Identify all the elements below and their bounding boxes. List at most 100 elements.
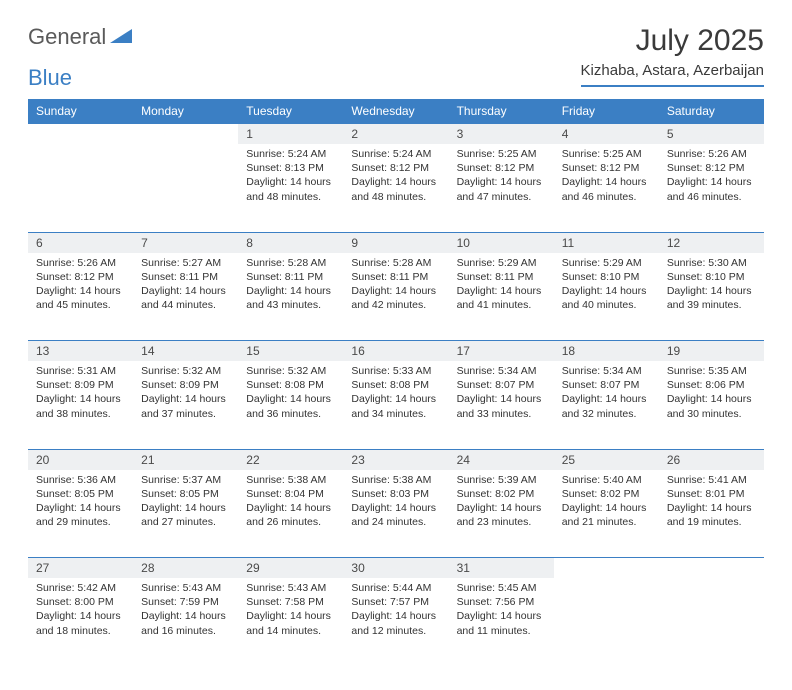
day-info-line: Daylight: 14 hours xyxy=(36,392,125,406)
day-body-row: Sunrise: 5:36 AMSunset: 8:05 PMDaylight:… xyxy=(28,470,764,558)
day-number-cell: 1 xyxy=(238,124,343,145)
day-info-line: Daylight: 14 hours xyxy=(36,284,125,298)
day-info-line: and 38 minutes. xyxy=(36,407,125,421)
day-info-line: Daylight: 14 hours xyxy=(246,175,335,189)
day-number-cell: 19 xyxy=(659,341,764,362)
day-number-cell: 13 xyxy=(28,341,133,362)
day-info-line: Sunset: 8:12 PM xyxy=(351,161,440,175)
day-info-line: Sunrise: 5:37 AM xyxy=(141,473,230,487)
day-info-line: Sunrise: 5:40 AM xyxy=(562,473,651,487)
page-header: General July 2025 Kizhaba, Astara, Azerb… xyxy=(28,24,764,87)
day-info-line: Sunset: 8:08 PM xyxy=(246,378,335,392)
day-info-line: Daylight: 14 hours xyxy=(667,501,756,515)
day-info-line: Daylight: 14 hours xyxy=(36,501,125,515)
day-info-line: and 46 minutes. xyxy=(562,190,651,204)
day-number-cell: 15 xyxy=(238,341,343,362)
day-info-line: Daylight: 14 hours xyxy=(562,284,651,298)
day-info-line: Sunrise: 5:30 AM xyxy=(667,256,756,270)
day-info-line: Sunrise: 5:32 AM xyxy=(246,364,335,378)
day-info-line: Daylight: 14 hours xyxy=(457,392,546,406)
day-info-line: Sunrise: 5:38 AM xyxy=(246,473,335,487)
day-body-cell: Sunrise: 5:27 AMSunset: 8:11 PMDaylight:… xyxy=(133,253,238,341)
day-info-line: Sunset: 8:07 PM xyxy=(457,378,546,392)
day-info-line: Daylight: 14 hours xyxy=(351,175,440,189)
day-body-cell: Sunrise: 5:43 AMSunset: 7:59 PMDaylight:… xyxy=(133,578,238,666)
day-info-line: Sunrise: 5:35 AM xyxy=(667,364,756,378)
weekday-header: Sunday xyxy=(28,99,133,124)
day-number-cell: 7 xyxy=(133,232,238,253)
day-info-line: and 26 minutes. xyxy=(246,515,335,529)
day-info-line: Sunset: 8:07 PM xyxy=(562,378,651,392)
day-body-cell: Sunrise: 5:36 AMSunset: 8:05 PMDaylight:… xyxy=(28,470,133,558)
day-body-row: Sunrise: 5:31 AMSunset: 8:09 PMDaylight:… xyxy=(28,361,764,449)
day-info-line: Sunset: 8:12 PM xyxy=(457,161,546,175)
day-body-cell: Sunrise: 5:32 AMSunset: 8:09 PMDaylight:… xyxy=(133,361,238,449)
day-info-line: Sunset: 8:06 PM xyxy=(667,378,756,392)
day-info-line: Daylight: 14 hours xyxy=(667,392,756,406)
logo-triangle-icon xyxy=(110,27,132,48)
day-body-cell: Sunrise: 5:25 AMSunset: 8:12 PMDaylight:… xyxy=(449,144,554,232)
day-info-line: and 12 minutes. xyxy=(351,624,440,638)
day-info-line: Sunset: 8:00 PM xyxy=(36,595,125,609)
day-info-line: Sunset: 7:56 PM xyxy=(457,595,546,609)
day-number-cell: 28 xyxy=(133,558,238,579)
day-body-cell: Sunrise: 5:39 AMSunset: 8:02 PMDaylight:… xyxy=(449,470,554,558)
day-number-cell xyxy=(28,124,133,145)
day-number-cell: 11 xyxy=(554,232,659,253)
day-info-line: and 43 minutes. xyxy=(246,298,335,312)
day-number-cell: 31 xyxy=(449,558,554,579)
day-number-cell: 30 xyxy=(343,558,448,579)
day-info-line: and 48 minutes. xyxy=(246,190,335,204)
day-info-line: and 21 minutes. xyxy=(562,515,651,529)
day-info-line: Sunset: 8:09 PM xyxy=(141,378,230,392)
day-info-line: Sunset: 8:12 PM xyxy=(667,161,756,175)
day-number-cell: 5 xyxy=(659,124,764,145)
day-body-cell: Sunrise: 5:40 AMSunset: 8:02 PMDaylight:… xyxy=(554,470,659,558)
day-info-line: and 36 minutes. xyxy=(246,407,335,421)
day-info-line: Daylight: 14 hours xyxy=(246,284,335,298)
day-info-line: and 44 minutes. xyxy=(141,298,230,312)
day-info-line: Daylight: 14 hours xyxy=(562,501,651,515)
day-info-line: Sunset: 8:05 PM xyxy=(36,487,125,501)
day-body-row: Sunrise: 5:26 AMSunset: 8:12 PMDaylight:… xyxy=(28,253,764,341)
month-title: July 2025 xyxy=(581,24,764,58)
title-block: July 2025 Kizhaba, Astara, Azerbaijan xyxy=(581,24,764,87)
day-info-line: Sunrise: 5:28 AM xyxy=(246,256,335,270)
calendar-page: General July 2025 Kizhaba, Astara, Azerb… xyxy=(0,0,792,690)
weekday-header: Monday xyxy=(133,99,238,124)
day-info-line: Daylight: 14 hours xyxy=(246,392,335,406)
day-info-line: Sunset: 8:11 PM xyxy=(351,270,440,284)
day-info-line: Sunrise: 5:32 AM xyxy=(141,364,230,378)
day-info-line: Daylight: 14 hours xyxy=(141,609,230,623)
day-info-line: Sunset: 8:11 PM xyxy=(246,270,335,284)
day-number-row: 12345 xyxy=(28,124,764,145)
day-body-cell: Sunrise: 5:44 AMSunset: 7:57 PMDaylight:… xyxy=(343,578,448,666)
day-info-line: Sunrise: 5:34 AM xyxy=(457,364,546,378)
day-info-line: and 27 minutes. xyxy=(141,515,230,529)
weekday-header: Thursday xyxy=(449,99,554,124)
day-number-cell: 22 xyxy=(238,449,343,470)
day-number-row: 6789101112 xyxy=(28,232,764,253)
day-info-line: Sunrise: 5:45 AM xyxy=(457,581,546,595)
day-info-line: Sunrise: 5:33 AM xyxy=(351,364,440,378)
day-body-row: Sunrise: 5:42 AMSunset: 8:00 PMDaylight:… xyxy=(28,578,764,666)
day-info-line: and 14 minutes. xyxy=(246,624,335,638)
day-number-row: 20212223242526 xyxy=(28,449,764,470)
brand-part2: Blue xyxy=(28,65,72,91)
day-number-cell: 4 xyxy=(554,124,659,145)
day-body-cell: Sunrise: 5:38 AMSunset: 8:04 PMDaylight:… xyxy=(238,470,343,558)
day-info-line: Sunrise: 5:38 AM xyxy=(351,473,440,487)
day-number-cell: 18 xyxy=(554,341,659,362)
day-body-cell xyxy=(28,144,133,232)
location-label: Kizhaba, Astara, Azerbaijan xyxy=(581,62,764,87)
day-number-cell: 23 xyxy=(343,449,448,470)
day-info-line: Sunset: 8:11 PM xyxy=(457,270,546,284)
day-info-line: Sunset: 8:12 PM xyxy=(562,161,651,175)
day-number-cell: 16 xyxy=(343,341,448,362)
day-info-line: and 19 minutes. xyxy=(667,515,756,529)
day-info-line: Sunrise: 5:44 AM xyxy=(351,581,440,595)
weekday-header: Wednesday xyxy=(343,99,448,124)
day-body-cell: Sunrise: 5:38 AMSunset: 8:03 PMDaylight:… xyxy=(343,470,448,558)
day-info-line: Sunset: 8:08 PM xyxy=(351,378,440,392)
day-number-cell: 12 xyxy=(659,232,764,253)
